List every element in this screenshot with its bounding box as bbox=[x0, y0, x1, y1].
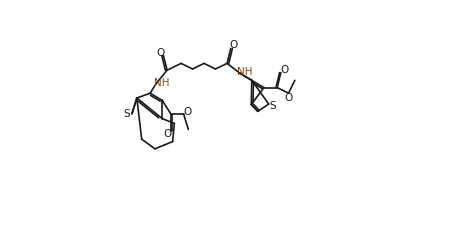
Text: O: O bbox=[229, 40, 237, 51]
Text: S: S bbox=[269, 101, 275, 112]
Text: NH: NH bbox=[237, 67, 252, 77]
Text: O: O bbox=[162, 129, 171, 139]
Text: O: O bbox=[284, 92, 292, 103]
Text: NH: NH bbox=[153, 78, 169, 88]
Text: O: O bbox=[183, 107, 191, 117]
Text: O: O bbox=[280, 65, 288, 75]
Text: O: O bbox=[156, 48, 164, 58]
Text: S: S bbox=[123, 109, 130, 119]
